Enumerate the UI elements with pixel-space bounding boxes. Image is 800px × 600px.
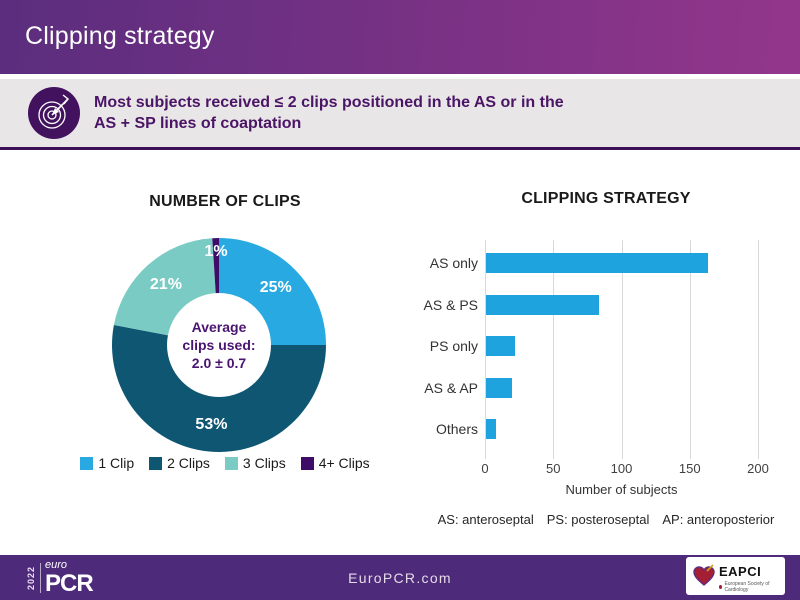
target-icon <box>28 87 80 139</box>
tick-label: 200 <box>747 461 769 476</box>
bar-chart-section: CLIPPING STRATEGY Number of subjects AS:… <box>420 185 792 560</box>
eapci-heart-icon <box>693 564 715 586</box>
donut-hole <box>167 293 271 397</box>
key-message-banner: Most subjects received ≤ 2 clips positio… <box>0 79 800 150</box>
key-message-line1: Most subjects received ≤ 2 clips positio… <box>94 94 564 111</box>
gridline <box>553 240 555 459</box>
x-axis-label: Number of subjects <box>565 482 678 497</box>
legend-swatch <box>300 456 314 470</box>
legend-label: 3 Clips <box>242 455 286 471</box>
center-text-line1: Average <box>191 319 247 335</box>
europcr-logo: 2022 euro PCR <box>26 559 94 597</box>
bar-as-only <box>486 253 709 273</box>
gridline <box>485 240 486 459</box>
legend-item: 3 Clips <box>224 455 286 471</box>
tick-label: 50 <box>546 461 561 476</box>
category-label: Others <box>435 421 478 438</box>
gridline <box>758 240 759 459</box>
europcr-url: EuroPCR.com <box>348 570 452 586</box>
key-message-line2: AS + SP lines of coaptation <box>94 115 302 132</box>
donut-chart-title: NUMBER OF CLIPS <box>149 193 301 210</box>
tick-label: 150 <box>678 461 701 476</box>
tick-label: 0 <box>481 461 489 476</box>
donut-percent-label: 1% <box>204 242 228 260</box>
logo-euro-text: euro <box>45 559 68 571</box>
donut-chart: 25% 53% 21% 1% Average clips used: 2.0 ± 0.… <box>104 230 334 460</box>
abbreviation-item: PS: posteroseptal <box>546 512 650 527</box>
eapci-subtitle-text: European Society of Cardiology <box>724 581 770 593</box>
donut-percent-label: 53% <box>195 415 228 433</box>
gridline <box>689 240 691 459</box>
center-text-line2: clips used: <box>182 337 256 353</box>
bar-plot <box>485 240 759 459</box>
abbreviation-footnote: AS: anteroseptal PS: posteroseptal AP: ant… <box>420 512 792 527</box>
legend-label: 2 Clips <box>167 455 210 471</box>
legend-swatch <box>80 456 94 470</box>
donut-center-text: Average clips used: 2.0 ± 0.7 <box>159 318 279 372</box>
category-label: PS only <box>429 338 478 355</box>
donut-svg <box>112 238 327 452</box>
donut-percent-label: 25% <box>259 279 292 297</box>
page-title: Clipping strategy <box>25 22 215 50</box>
legend-item: 1 Clip <box>80 455 134 471</box>
category-label: AS & PS <box>423 296 478 313</box>
legend-swatch <box>224 456 238 470</box>
logo-divider <box>40 563 41 593</box>
bar-ps-only <box>486 336 515 357</box>
legend-label: 1 Clip <box>98 455 135 471</box>
bar-as-ps <box>486 294 600 315</box>
slide-footer: 2022 euro PCR EuroPCR.com EAPCI European… <box>0 555 800 600</box>
bar-others <box>486 419 496 440</box>
slide-header: Clipping strategy <box>0 0 800 74</box>
legend-swatch <box>149 456 163 470</box>
bar-as-ap <box>486 377 512 398</box>
eapci-name: EAPCI <box>719 564 762 579</box>
donut-percent-label: 21% <box>149 275 182 293</box>
donut-legend: 1 Clip 2 Clips 3 Clips 4+ Clips <box>60 455 390 471</box>
logo-wordmark: euro PCR <box>45 559 94 597</box>
donut-chart-section: NUMBER OF CLIPS 25% 53% 21% 1% Average clip… <box>60 185 390 545</box>
eapci-subtitle: European Society of Cardiology <box>719 581 785 593</box>
abbreviation-item: AP: anteroposterior <box>662 512 775 527</box>
legend-item: 4+ Clips <box>300 455 370 471</box>
esc-heart-icon <box>719 585 723 589</box>
bar-chart-title: CLIPPING STRATEGY <box>521 190 691 207</box>
gridline <box>621 240 623 459</box>
abbreviation-item: AS: anteroseptal <box>437 512 534 527</box>
center-text-line3: 2.0 ± 0.7 <box>191 355 247 371</box>
legend-item: 2 Clips <box>149 455 210 471</box>
eapci-logo: EAPCI European Society of Cardiology <box>686 557 785 595</box>
category-label: AS & AP <box>424 379 478 396</box>
logo-pcr-text: PCR <box>45 570 94 597</box>
tick-label: 100 <box>610 461 633 476</box>
legend-label: 4+ Clips <box>318 455 370 471</box>
category-label: AS only <box>429 255 478 271</box>
key-message-text: Most subjects received ≤ 2 clips positio… <box>94 92 564 134</box>
